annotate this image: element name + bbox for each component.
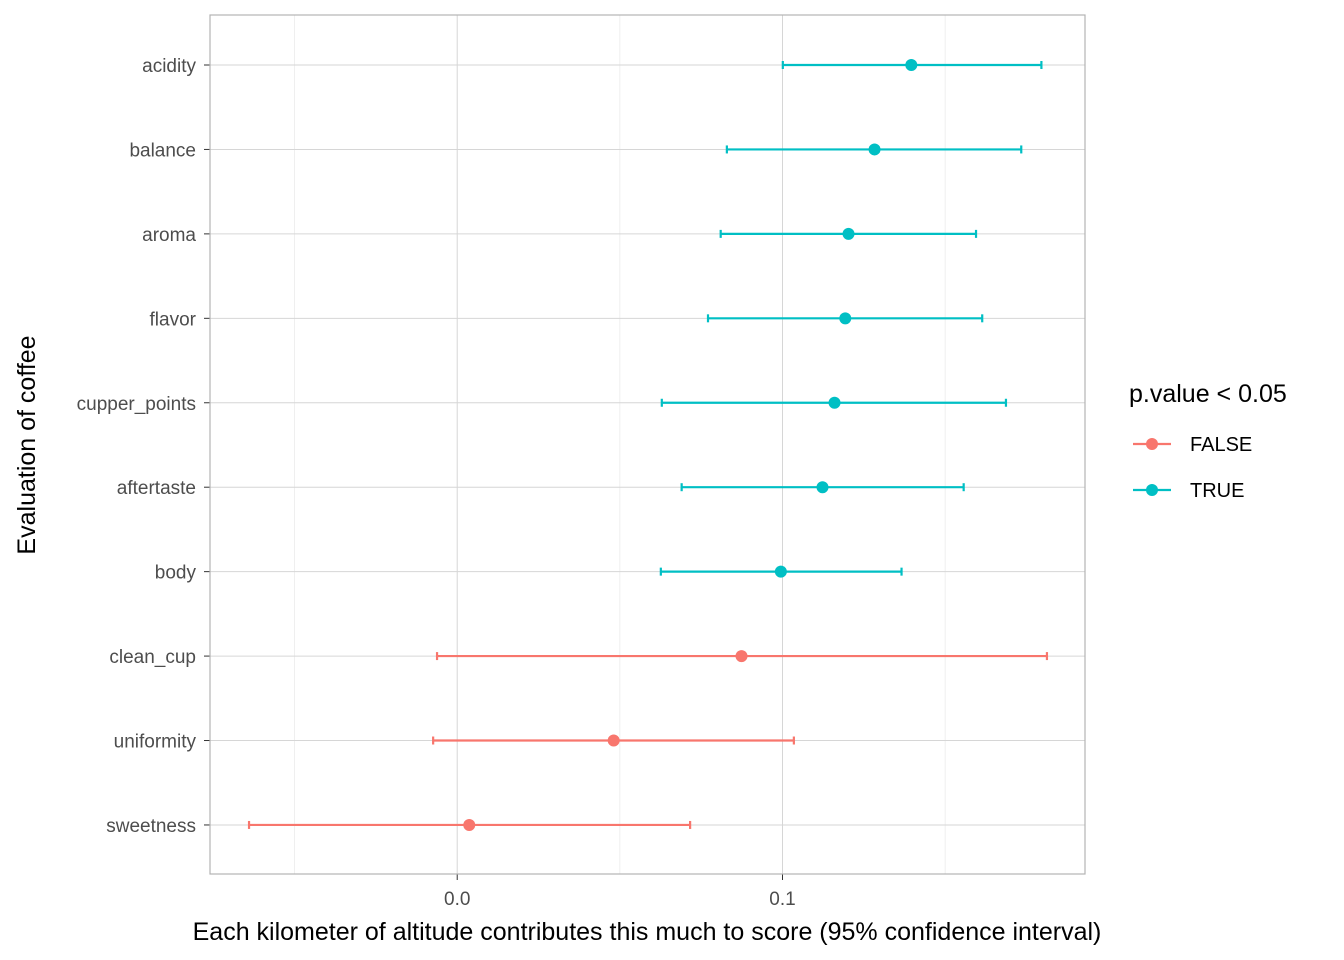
x-axis: 0.0 0.1 (444, 874, 796, 910)
estimate-point-cupper_points (828, 396, 841, 409)
errorbar-group-body (659, 565, 903, 578)
y-tick-label-aroma: aroma (142, 225, 196, 246)
errorbar-group-balance (725, 143, 1023, 156)
estimate-point-aroma (842, 227, 855, 240)
y-tick-label-sweetness: sweetness (106, 816, 196, 837)
y-axis-title: Evaluation of coffee (13, 335, 41, 554)
estimate-point-aftertaste (816, 481, 829, 494)
legend-entry-true: TRUE (1133, 480, 1244, 502)
errorbar-group-sweetness (247, 818, 692, 831)
errorbar-group-uniformity (432, 734, 795, 747)
y-axis: acidity balance aroma flavor cupper_pointsaf… (77, 56, 210, 837)
estimate-point-body (774, 565, 787, 578)
errorbar-group-aroma (719, 227, 978, 240)
errorbar-group-aftertaste (680, 481, 965, 494)
errorbar-group-acidity (781, 59, 1043, 71)
errorbar-group-clean_cup (435, 650, 1049, 663)
legend: p.value < 0.05 FALSE TRUE (1129, 380, 1287, 502)
legend-title: p.value < 0.05 (1129, 380, 1287, 408)
errorbar-group-flavor (706, 312, 984, 325)
estimate-point-balance (868, 143, 881, 156)
grid-layer (210, 15, 1085, 874)
legend-entry-false: FALSE (1133, 434, 1252, 456)
y-tick-label-cupper_points: cupper_points (77, 394, 196, 415)
estimate-point-acidity (905, 59, 918, 71)
errorbar-group-cupper_points (660, 396, 1008, 409)
legend-label-false: FALSE (1190, 434, 1252, 456)
data-layer (247, 59, 1049, 831)
estimate-point-sweetness (463, 818, 476, 831)
y-tick-label-flavor: flavor (150, 309, 197, 330)
x-tick-label: 0.1 (769, 889, 795, 910)
y-tick-label-acidity: acidity (142, 56, 196, 77)
panel-border (209, 14, 1086, 875)
legend-label-true: TRUE (1190, 480, 1244, 502)
y-tick-label-aftertaste: aftertaste (117, 478, 196, 499)
estimate-point-uniformity (607, 734, 620, 747)
y-tick-label-body: body (155, 563, 197, 584)
y-tick-label-uniformity: uniformity (114, 732, 197, 753)
y-tick-label-balance: balance (129, 140, 196, 161)
x-tick-label: 0.0 (444, 889, 470, 910)
estimate-point-clean_cup (735, 650, 748, 663)
estimate-point-flavor (839, 312, 852, 325)
legend-key-point-true (1146, 484, 1158, 496)
x-axis-title: Each kilometer of altitude contributes t… (193, 918, 1102, 946)
legend-key-point-false (1146, 438, 1158, 450)
y-tick-label-clean_cup: clean_cup (109, 647, 196, 668)
